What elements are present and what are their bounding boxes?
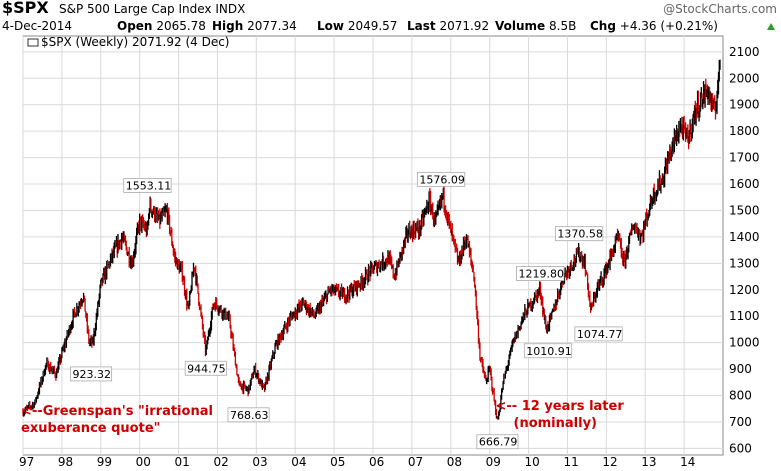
x-tick-label: 06 (369, 455, 384, 469)
legend-text: $SPX (Weekly) 2071.92 (4 Dec) (41, 35, 229, 49)
y-tick-label: 2000 (729, 71, 760, 85)
last-label: Last (407, 19, 436, 33)
y-tick-label: 1000 (729, 336, 760, 350)
high-value: 2077.34 (247, 19, 297, 33)
symbol-label: $SPX (2, 0, 49, 17)
price-label-box (70, 366, 113, 382)
price-label: 1219.80 (519, 268, 565, 281)
x-tick-label: 00 (136, 455, 151, 469)
axis-labels: 6007008009001000110012001300140015001600… (19, 45, 760, 469)
quote-date: 4-Dec-2014 (2, 19, 73, 33)
y-tick-label: 1500 (729, 203, 760, 217)
price-label-box (227, 407, 270, 423)
y-tick-label: 1100 (729, 309, 760, 323)
x-tick-label: 99 (97, 455, 112, 469)
x-tick-label: 07 (408, 455, 423, 469)
price-label-box (123, 178, 172, 193)
chart-note: <--Greenspan's "irrational (21, 404, 213, 419)
volume-label: Volume (495, 19, 546, 33)
price-label-box (555, 226, 604, 242)
x-tick-label: 01 (175, 455, 190, 469)
price-label: 666.79 (479, 436, 518, 449)
x-tick-label: 14 (680, 455, 695, 469)
price-label-box (184, 360, 227, 376)
price-label: 1074.77 (577, 328, 623, 341)
chart-header-row: $SPX S&P 500 Large Cap Index INDX @Stock… (2, 0, 779, 18)
x-tick-label: 04 (291, 455, 306, 469)
x-tick-label: 11 (563, 455, 578, 469)
x-tick-label: 10 (525, 455, 540, 469)
price-label-box (523, 343, 573, 359)
x-tick-label: 02 (213, 455, 228, 469)
price-bars (22, 59, 721, 420)
chart-note: (nominally) (514, 416, 597, 431)
y-tick-label: 1200 (729, 283, 760, 297)
last-value: 2071.92 (439, 19, 490, 33)
annotations: 1553.11 923.32 944.75 768.63 1576.09 666.79 12… (21, 171, 625, 450)
y-tick-label: 1800 (729, 124, 760, 138)
chg-label: Chg (590, 19, 616, 33)
y-tick-label: 1400 (729, 230, 760, 244)
x-tick-label: 09 (486, 455, 501, 469)
exchange-label: INDX (215, 2, 246, 16)
x-tick-label: 12 (602, 455, 617, 469)
up-arrow-icon (767, 23, 775, 30)
chg-value: +4.36 (+0.21%) (619, 19, 718, 33)
price-label: 923.32 (72, 368, 111, 381)
x-tick-label: 13 (641, 455, 656, 469)
y-tick-label: 1700 (729, 151, 760, 165)
low-label: Low (317, 19, 344, 33)
y-tick-label: 2100 (729, 45, 760, 59)
x-tick-label: 03 (252, 455, 267, 469)
chart-note: <-- 12 years later (496, 399, 625, 414)
x-tick-label: 97 (19, 455, 34, 469)
y-tick-label: 800 (729, 389, 752, 403)
price-label-box (416, 171, 466, 187)
legend-swatch-icon (27, 38, 39, 47)
chart-note: exuberance quote" (21, 421, 160, 436)
x-tick-label: 08 (447, 455, 462, 469)
stockcharts-logo: @StockCharts.com (663, 2, 777, 16)
open-value: 2065.78 (156, 19, 206, 33)
price-label: 1576.09 (419, 173, 465, 186)
price-label-box (574, 326, 623, 342)
y-tick-label: 1300 (729, 256, 760, 270)
price-label: 768.63 (230, 409, 269, 422)
security-name: S&P 500 Large Cap Index INDX (59, 2, 245, 16)
low-value: 2049.57 (347, 19, 398, 33)
y-tick-label: 900 (729, 362, 752, 376)
price-label: 1010.91 (526, 345, 572, 358)
price-label: 1370.58 (557, 228, 603, 241)
high-label: High (212, 19, 244, 33)
y-tick-label: 1600 (729, 177, 760, 191)
price-label-box (516, 266, 565, 281)
open-label: Open (117, 19, 153, 33)
x-tick-label: 98 (58, 455, 73, 469)
price-label-box (476, 434, 519, 450)
price-label: 944.75 (187, 362, 226, 375)
legend: $SPX (Weekly) 2071.92 (4 Dec) (27, 35, 229, 49)
volume-value: 8.5B (549, 19, 577, 33)
y-tick-label: 1900 (729, 98, 760, 112)
price-label: 1553.11 (126, 179, 172, 192)
grid-lines (22, 36, 723, 455)
quote-row: 4-Dec-2014 Open 2065.78 High 2077.34 Low… (2, 19, 779, 33)
y-tick-label: 700 (729, 415, 752, 429)
security-name-text: S&P 500 Large Cap Index (59, 2, 212, 16)
x-tick-label: 05 (330, 455, 345, 469)
y-tick-label: 600 (729, 441, 752, 455)
